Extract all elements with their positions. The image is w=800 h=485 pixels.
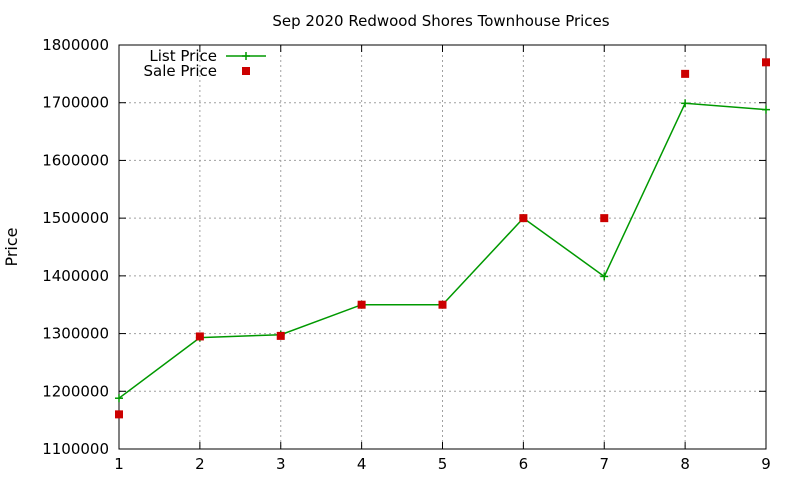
- x-tick-label: 5: [438, 455, 448, 473]
- x-tick-label: 8: [680, 455, 690, 473]
- y-tick-label: 1600000: [42, 151, 109, 169]
- sale-price-point: [276, 331, 285, 340]
- x-tick-label: 9: [761, 455, 771, 473]
- plot-area: [118, 44, 767, 450]
- x-tick-label: 6: [519, 455, 529, 473]
- x-tick-label: 2: [195, 455, 205, 473]
- y-tick-label: 1200000: [42, 382, 109, 400]
- y-tick-label: 1100000: [42, 440, 109, 458]
- legend-label-sale-price: Sale Price: [144, 62, 217, 80]
- legend-label-list-price: List Price: [149, 47, 217, 65]
- sale-price-point: [600, 214, 609, 223]
- legend-marker-list-price: [242, 52, 250, 60]
- x-axis: 1 2 3 4 5 6 7 8 9: [114, 45, 771, 473]
- series-layer: [115, 58, 770, 419]
- sale-price-point: [195, 332, 204, 341]
- x-tick-label: 1: [114, 455, 124, 473]
- y-tick-label: 1500000: [42, 209, 109, 227]
- sale-price-point: [115, 410, 123, 419]
- y-tick-label: 1700000: [42, 94, 109, 112]
- list-price-point: [681, 99, 690, 108]
- y-tick-label: 1300000: [42, 325, 109, 343]
- y-tick-label: 1400000: [42, 267, 109, 285]
- sale-price-point: [438, 300, 447, 309]
- x-tick-label: 7: [599, 455, 609, 473]
- list-price-point: [600, 272, 609, 281]
- chart-title: Sep 2020 Redwood Shores Townhouse Prices: [272, 12, 609, 30]
- x-tick-label: 4: [357, 455, 367, 473]
- sale-price-point: [681, 69, 690, 78]
- legend-marker-sale-price: [242, 67, 250, 75]
- y-axis: 1100000 1200000 1300000 1400000 1500000 16000…: [42, 36, 766, 458]
- sale-price-point: [357, 300, 366, 309]
- legend: List Price Sale Price: [144, 47, 266, 80]
- grid: [119, 45, 766, 449]
- sale-price-point: [762, 58, 770, 67]
- sale-price-point: [519, 214, 528, 223]
- y-tick-label: 1800000: [42, 36, 109, 54]
- list-price-point: [115, 394, 123, 403]
- y-axis-label: Price: [2, 227, 21, 266]
- list-price-point: [762, 105, 770, 114]
- x-tick-label: 3: [276, 455, 286, 473]
